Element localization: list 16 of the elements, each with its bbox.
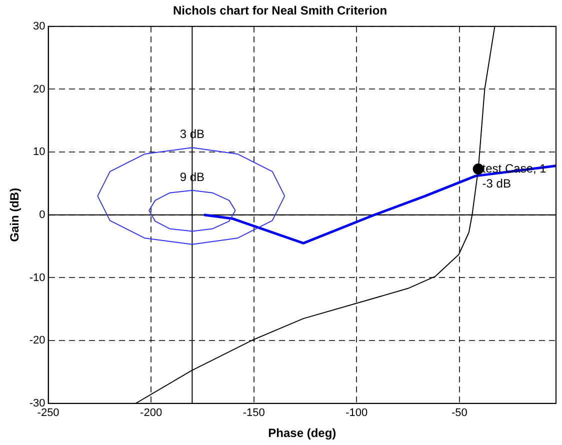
y-tick-label: -20 <box>29 334 46 347</box>
x-tick-label: -50 <box>451 407 468 420</box>
x-tick-label: -250 <box>37 407 60 420</box>
chart-title: Nichols chart for Neal Smith Criterion <box>172 4 388 18</box>
x-tick-label: -150 <box>242 407 265 420</box>
y-tick-label: -30 <box>29 397 46 410</box>
y-axis-title: Gain (dB) <box>8 188 22 242</box>
x-tick-label: -100 <box>346 407 368 420</box>
x-tick-label: -200 <box>140 407 162 420</box>
x-axis-title: Phase (deg) <box>268 426 336 440</box>
y-tick-label: 0 <box>39 208 46 221</box>
y-tick-label: 10 <box>33 146 46 158</box>
y-tick-label: 30 <box>33 20 46 32</box>
annotation: -3 dB <box>482 176 511 191</box>
y-tick-label: 20 <box>33 83 46 96</box>
y-tick-label: -10 <box>29 272 46 284</box>
